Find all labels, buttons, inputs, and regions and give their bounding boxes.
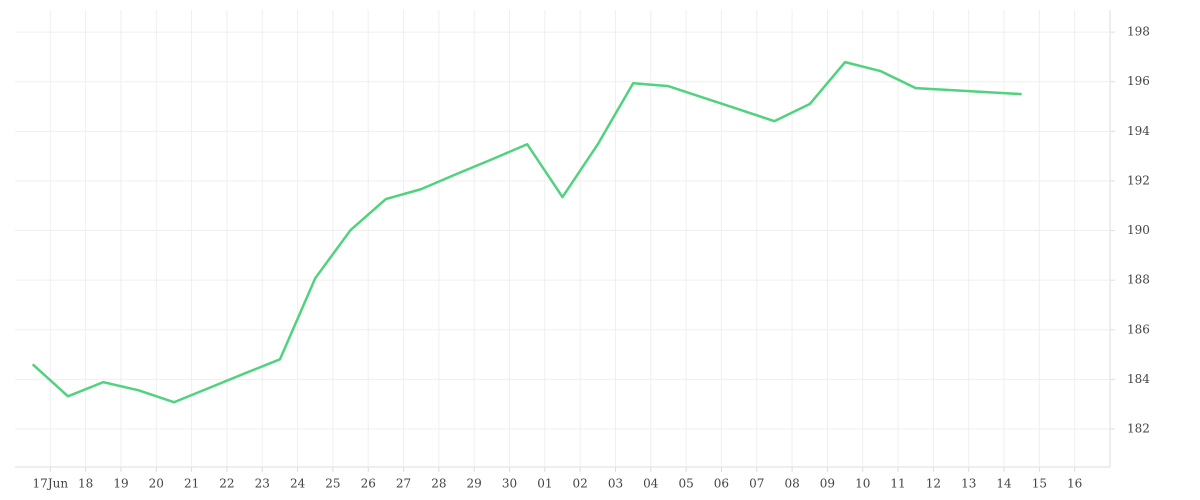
- x-tick-label: 15: [1032, 477, 1047, 491]
- x-tick-label: 22: [219, 477, 234, 491]
- x-tick-label: 12: [926, 477, 941, 491]
- x-tick-label: 19: [113, 477, 128, 491]
- y-tick-label: 192: [1127, 173, 1150, 187]
- x-tick-label: 23: [255, 477, 270, 491]
- x-tick-label: 18: [78, 477, 93, 491]
- y-tick-label: 186: [1127, 322, 1150, 336]
- x-tick-label: 07: [749, 477, 764, 491]
- y-tick-label: 182: [1127, 422, 1150, 436]
- price-line: [31, 60, 1022, 404]
- x-tick-label: 03: [608, 477, 623, 491]
- y-tick-label: 196: [1127, 74, 1150, 88]
- y-tick-label: 188: [1127, 273, 1150, 287]
- x-tick-label: 29: [467, 477, 482, 491]
- x-tick-label: 11: [890, 477, 905, 491]
- x-tick-label: 24: [290, 477, 306, 491]
- x-tick-label: 25: [325, 477, 340, 491]
- x-tick-label: 13: [961, 477, 976, 491]
- y-tick-label: 184: [1127, 372, 1150, 386]
- x-tick-label: 08: [784, 477, 799, 491]
- x-tick-label: 02: [573, 477, 588, 491]
- x-tick-label: 26: [361, 477, 376, 491]
- y-tick-label: 190: [1127, 223, 1150, 237]
- x-tick-label: 04: [643, 477, 659, 491]
- y-tick-label: 198: [1127, 25, 1150, 39]
- x-tick-label: 01: [537, 477, 552, 491]
- y-tick-label: 194: [1127, 124, 1150, 138]
- x-tick-label: 10: [855, 477, 870, 491]
- x-tick-label: 16: [1067, 477, 1082, 491]
- x-tick-label: 09: [820, 477, 835, 491]
- x-tick-label: 20: [149, 477, 164, 491]
- x-tick-label: 06: [714, 477, 729, 491]
- x-tick-label: 17Jun: [33, 477, 69, 491]
- x-tick-label: 27: [396, 477, 411, 491]
- x-tick-label: 05: [678, 477, 693, 491]
- x-tick-label: 21: [184, 477, 199, 491]
- x-tick-label: 28: [431, 477, 446, 491]
- x-tick-label: 30: [502, 477, 517, 491]
- x-tick-label: 14: [996, 477, 1012, 491]
